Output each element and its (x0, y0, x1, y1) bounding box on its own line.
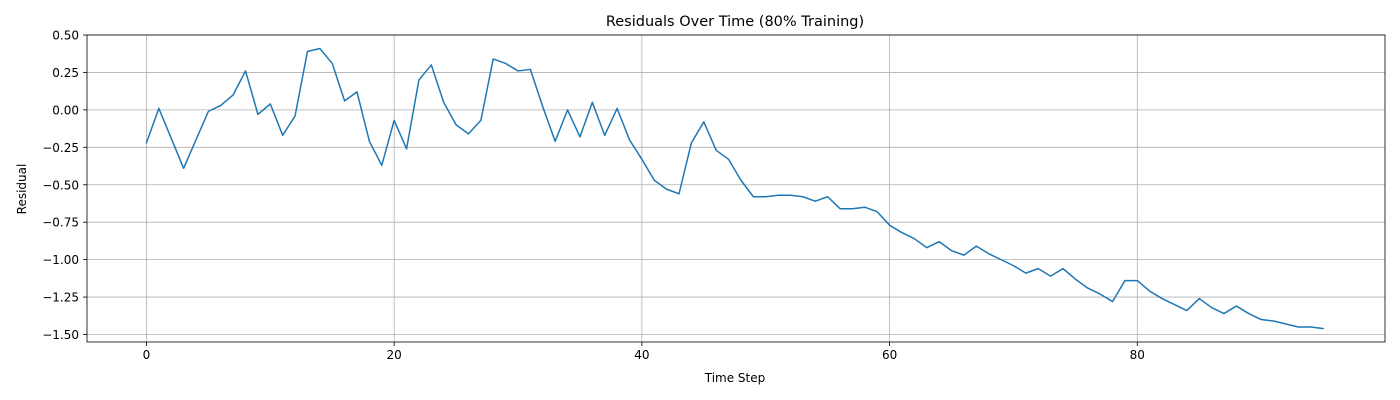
y-tick-label: −1.50 (42, 328, 79, 342)
y-tick-label: 0.00 (52, 103, 79, 117)
y-tick-label: −0.25 (42, 141, 79, 155)
plot-frame (86, 34, 1386, 343)
x-tick-label: 0 (143, 348, 151, 362)
chart-title: Residuals Over Time (80% Training) (606, 14, 864, 30)
x-tick-label: 60 (882, 348, 897, 362)
axes-layer: 0 20 40 60 80 0.50 0.25 0.00 −0.25 −0.50 −0.75 −1.0… (42, 29, 1386, 362)
y-tick-label: 0.25 (52, 66, 79, 80)
residual-series-line (145, 47, 1324, 330)
x-tick-label: 80 (1130, 348, 1145, 362)
x-tick-label: 40 (634, 348, 649, 362)
x-axis-label: Time Step (704, 371, 766, 385)
y-tick-label: −1.00 (42, 253, 79, 267)
y-tick-label: −0.50 (42, 178, 79, 192)
y-tick-label: 0.50 (52, 29, 79, 43)
y-tick-label: −1.25 (42, 291, 79, 305)
y-tick-label: −0.75 (42, 216, 79, 230)
x-tick-label: 20 (387, 348, 402, 362)
grid-layer (87, 34, 1385, 342)
y-axis-label: Residual (15, 164, 29, 215)
series-layer (145, 47, 1324, 330)
